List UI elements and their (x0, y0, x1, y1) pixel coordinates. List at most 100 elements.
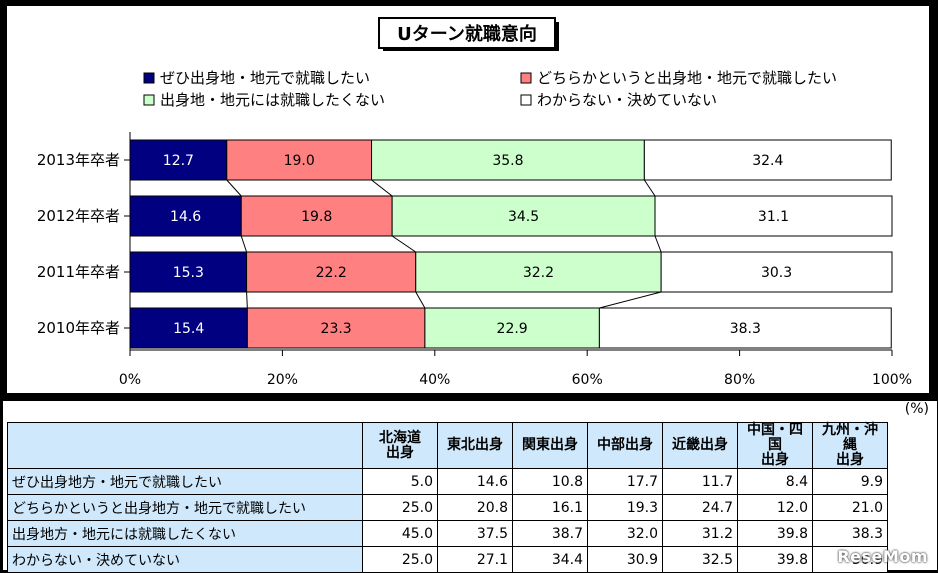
x-tick-label: 80% (724, 372, 755, 388)
bar-segment (129, 195, 242, 237)
data-label: 19.8 (301, 209, 332, 225)
table-cell: 12.0 (737, 494, 813, 521)
legend-label: 出身地・地元には就職したくない (160, 91, 385, 109)
data-label: 14.6 (170, 209, 201, 225)
bar-segment (129, 139, 228, 181)
table-cell: 39.8 (737, 520, 813, 547)
table-cell: 16.1 (512, 494, 588, 521)
bar-segment (129, 307, 248, 349)
data-label: 31.1 (758, 209, 789, 225)
row-label: 出身地方・地元には就職したくない (7, 520, 363, 547)
data-label: 15.3 (173, 265, 204, 281)
data-label: 12.7 (163, 153, 194, 169)
series-line (246, 291, 248, 309)
column-header-line: 中部出身 (597, 437, 653, 453)
bar-segment (226, 139, 373, 181)
series-line (415, 291, 426, 309)
table-cell: 9.9 (812, 468, 888, 495)
region-data-table: 北海道 出身 東北出身 関東出身 中部出身 近畿出身 中国・四国 出身 九州・沖縄 出身 ぜひ出身… (7, 422, 888, 573)
legend-swatch (143, 94, 155, 106)
row-label: ぜひ出身地方・地元で就職したい (7, 468, 363, 495)
data-label: 23.3 (321, 321, 352, 337)
data-label: 19.0 (284, 153, 315, 169)
table-cell: 32.0 (587, 520, 663, 547)
table-cell: 38.3 (812, 520, 888, 547)
legend-label: わからない・決めていない (537, 91, 717, 109)
data-label: 15.4 (173, 321, 204, 337)
table-cell: 37.5 (437, 520, 513, 547)
table-cell: 17.7 (587, 468, 663, 495)
data-label: 22.2 (316, 265, 347, 281)
x-tick-label: 20% (267, 372, 298, 388)
series-line (654, 235, 662, 253)
table-row: ぜひ出身地方・地元で就職したい 5.0 14.6 10.8 17.7 11.7 8.4 9.9 (7, 468, 888, 495)
bar-segment (129, 251, 248, 293)
table-cell: 21.0 (812, 494, 888, 521)
x-tick-label: 40% (419, 372, 450, 388)
table-corner-cell (7, 422, 363, 469)
column-header-line: 出身 (836, 452, 864, 468)
series-line (599, 291, 662, 309)
table-cell: 45.0 (362, 520, 438, 547)
table-row: 出身地方・地元には就職したくない 45.0 37.5 38.7 32.0 31.2 39.8… (7, 520, 888, 547)
table-cell: 31.2 (662, 520, 738, 547)
region-table-panel: (%) 北海道 出身 東北出身 関東出身 中部出身 近畿出身 中国・四国 出身 九州・沖縄 出身 … (3, 401, 937, 573)
column-header-line: 出身 (386, 444, 414, 461)
table-cell: 8.4 (737, 468, 813, 495)
bar-segment (391, 195, 656, 237)
table-unit-label: (%) (904, 401, 929, 417)
legend-swatch (520, 72, 532, 84)
series-line (240, 235, 248, 253)
legend-label: どちらかというと出身地・地元で就職したい (537, 69, 837, 87)
x-tick-label: 60% (572, 372, 603, 388)
table-cell: 38.7 (512, 520, 588, 547)
table-cell: 11.7 (662, 468, 738, 495)
chart-panel: Uターン就職意向ぜひ出身地・地元で就職したい どちらかというと出身地・地元で就職し… (7, 6, 929, 393)
table-cell: 30.9 (587, 546, 663, 573)
chart-title: Uターン就職意向 (397, 23, 537, 45)
column-header-line: 中国・四国 (747, 422, 803, 453)
x-tick-label: 100% (872, 372, 912, 388)
x-tick-label: 0% (119, 372, 141, 388)
column-header: 北海道 出身 (362, 422, 438, 469)
bar-segment (643, 139, 892, 181)
row-label: わからない・決めていない (7, 546, 363, 573)
legend-label: ぜひ出身地・地元で就職したい (160, 69, 370, 87)
table-cell: 25.0 (362, 546, 438, 573)
series-line (643, 179, 656, 197)
column-header-line: 関東出身 (522, 437, 578, 453)
table-row: どちらかというと出身地方・地元で就職したい 25.0 20.8 16.1 19.3 24.… (7, 494, 888, 521)
data-label: 32.2 (523, 265, 554, 281)
table-row: わからない・決めていない 25.0 27.1 34.4 30.9 32.5 39.8 30.9 (7, 546, 888, 573)
column-header: 中部出身 (587, 422, 663, 469)
column-header: 東北出身 (437, 422, 513, 469)
column-header-line: 東北出身 (447, 437, 503, 453)
column-header: 関東出身 (512, 422, 588, 469)
category-label: 2010年卒者 (37, 319, 120, 337)
bar-segment (415, 251, 662, 293)
category-label: 2013年卒者 (37, 151, 120, 169)
data-label: 30.3 (761, 265, 792, 281)
column-header: 九州・沖縄 出身 (812, 422, 888, 469)
bar-segment (424, 307, 600, 349)
data-label: 35.8 (492, 153, 523, 169)
table-body: ぜひ出身地方・地元で就職したい 5.0 14.6 10.8 17.7 11.7 8.4 9.9… (7, 468, 888, 573)
table-cell: 39.8 (737, 546, 813, 573)
table-cell: 30.9 (812, 546, 888, 573)
table-cell: 14.6 (437, 468, 513, 495)
bar-segment (371, 139, 645, 181)
series-line (391, 235, 417, 253)
table-header-row: 北海道 出身 東北出身 関東出身 中部出身 近畿出身 中国・四国 出身 九州・沖縄 出身 (7, 422, 888, 469)
column-header-line: 九州・沖縄 (822, 422, 878, 453)
data-label: 34.5 (508, 209, 539, 225)
table-cell: 20.8 (437, 494, 513, 521)
chart-title-shadow (383, 48, 559, 51)
category-label: 2012年卒者 (37, 207, 120, 225)
chart-title-shadow-side (555, 22, 559, 51)
column-header-line: 出身 (761, 452, 789, 468)
bar-segment (246, 251, 417, 293)
category-label: 2011年卒者 (37, 263, 120, 281)
column-header: 近畿出身 (662, 422, 738, 469)
table-cell: 5.0 (362, 468, 438, 495)
bar-segment (246, 307, 426, 349)
